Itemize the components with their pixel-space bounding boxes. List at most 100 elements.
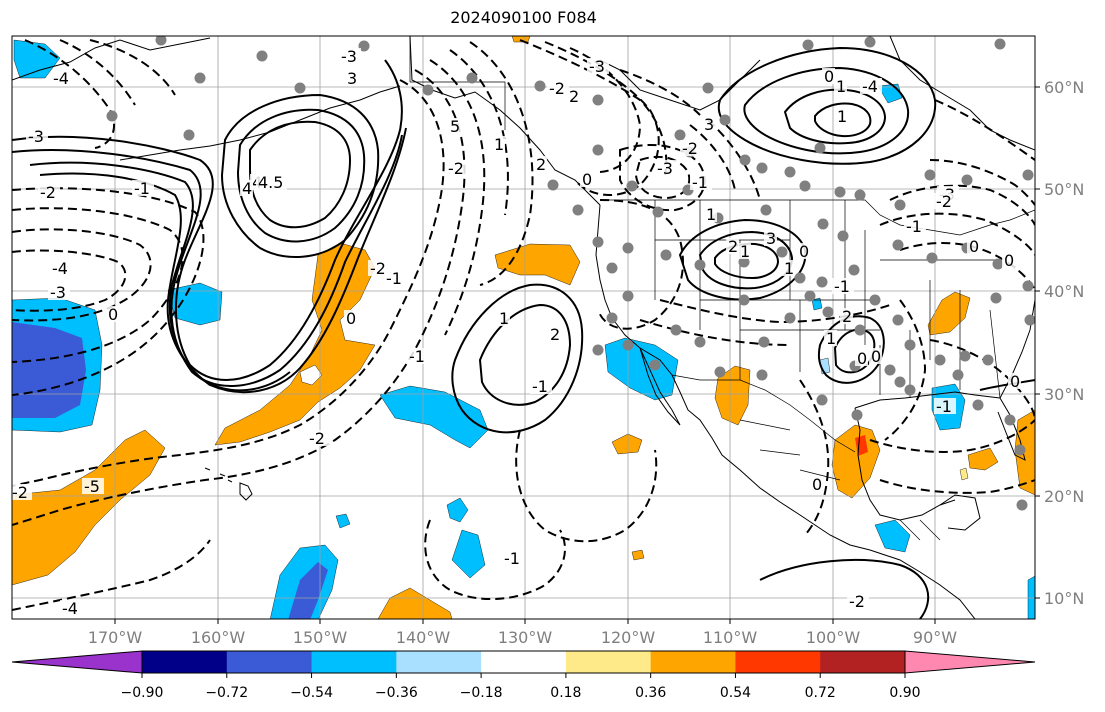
contour-label-bg xyxy=(726,238,739,254)
lon-tick-label: 120°W xyxy=(601,628,656,647)
contour-label: 4 xyxy=(242,179,252,198)
contour-label-bg xyxy=(1008,373,1021,389)
positive-area xyxy=(927,291,971,336)
contour-label: 0 xyxy=(969,237,979,256)
station-dot xyxy=(622,242,634,254)
contour-label-bg xyxy=(60,600,82,616)
station-dot xyxy=(106,110,118,122)
contour-label: -1 xyxy=(834,277,850,296)
contour-label-bg xyxy=(534,156,547,172)
positive-area xyxy=(611,433,643,455)
contour-line xyxy=(451,283,584,434)
colorbar-tick-label: 0.18 xyxy=(550,685,581,701)
colorbar-tick-label: 0.54 xyxy=(720,685,751,701)
contour-label-bg xyxy=(307,430,329,446)
hawaii xyxy=(239,482,253,501)
contour-label-bg xyxy=(764,230,777,246)
contour-line xyxy=(759,559,930,619)
contour-line xyxy=(29,161,291,392)
contour-label-bg xyxy=(680,140,702,156)
contour-line-dashed xyxy=(449,49,509,216)
colorbar-segment xyxy=(142,651,228,673)
contour-label-bg xyxy=(530,378,552,394)
station-dot xyxy=(1014,444,1026,456)
contour-label-bg xyxy=(547,80,569,96)
station-dot xyxy=(992,258,1004,270)
contour-label: 1 xyxy=(836,77,846,96)
contour-line-dashed xyxy=(12,187,205,396)
station-dot xyxy=(670,324,682,336)
contour-label: -2 xyxy=(549,79,565,98)
station-dot xyxy=(660,249,672,261)
positive-area xyxy=(12,429,166,586)
colorbar-segment xyxy=(396,651,482,673)
lat-tick-label: 20°N xyxy=(1044,487,1084,506)
contour-label: 0 xyxy=(1004,251,1014,270)
station-dot xyxy=(799,180,811,192)
contour-label-bg xyxy=(655,160,677,176)
contour-label: 1 xyxy=(740,242,750,261)
station-dot xyxy=(756,369,768,381)
contour-label-bg xyxy=(240,180,253,196)
contour-label-bg xyxy=(810,476,823,492)
lon-tick-label: 130°W xyxy=(498,628,553,647)
contour-label-bg xyxy=(834,78,847,94)
contour-label-bg xyxy=(567,88,580,104)
contour-label: -2 xyxy=(370,259,386,278)
station-dot xyxy=(1022,169,1034,181)
colorbar-tick-label: 0.90 xyxy=(889,685,920,701)
contour-line-dashed xyxy=(689,124,736,191)
station-dot xyxy=(904,339,916,351)
contour-line-dashed xyxy=(59,39,136,106)
contour-line xyxy=(249,120,352,229)
station-dot xyxy=(422,84,434,96)
lat-tick-label: 60°N xyxy=(1044,78,1084,97)
contour-label-bg xyxy=(847,593,869,609)
longitude-tick-labels: 170°W 160°W 150°W 140°W 130°W 120°W 110°W 100°W… xyxy=(88,619,957,647)
contour-label: 0 xyxy=(871,347,881,366)
contour-label: -2 xyxy=(12,483,28,502)
contour-label-bg xyxy=(339,48,361,64)
station-dot xyxy=(784,312,796,324)
positive-area-hole xyxy=(299,364,323,386)
contour-line xyxy=(236,108,366,243)
station-dot xyxy=(183,129,195,141)
colorbar-segment xyxy=(650,651,736,673)
central-america xyxy=(869,549,976,619)
contour-line-dashed xyxy=(879,479,1035,494)
station-dot xyxy=(738,256,750,268)
contour-label-bg xyxy=(448,118,461,134)
baja-california xyxy=(639,347,681,426)
positive-area xyxy=(967,447,999,471)
station-dot xyxy=(924,169,936,181)
contour-line-dashed xyxy=(869,419,1035,453)
station-dot xyxy=(756,162,768,174)
contour-line-dashed xyxy=(12,69,466,526)
contour-label-bg xyxy=(967,238,980,254)
contour-line xyxy=(717,46,937,165)
contour-label-bg xyxy=(548,326,561,342)
station-dot xyxy=(904,384,916,396)
contour-line xyxy=(39,127,407,394)
contour-line-dashed xyxy=(12,249,127,312)
colorbar-tick-label: −0.54 xyxy=(290,685,333,701)
contour-label-bg xyxy=(502,550,524,566)
contour-label-bg xyxy=(840,308,853,324)
station-dot xyxy=(892,239,904,251)
contour-label: 0 xyxy=(799,242,809,261)
negative-area xyxy=(604,337,679,401)
colorbar-segment xyxy=(565,651,652,673)
contour-label: -4 xyxy=(52,259,68,278)
negative-area xyxy=(446,497,469,523)
contour-label-bg xyxy=(26,128,48,144)
contour-label-bg xyxy=(587,58,609,74)
contour-label: 0 xyxy=(346,309,356,328)
contour-label: 2 xyxy=(569,87,579,106)
contour-label: -3 xyxy=(50,283,66,302)
contour-label-bg xyxy=(797,243,810,259)
contour-label-bg xyxy=(384,270,406,286)
contour-line-dashed xyxy=(889,184,1035,226)
station-dot xyxy=(1004,414,1016,426)
contour-line-dashed xyxy=(899,242,1035,291)
contour-line-dashed xyxy=(619,144,706,212)
